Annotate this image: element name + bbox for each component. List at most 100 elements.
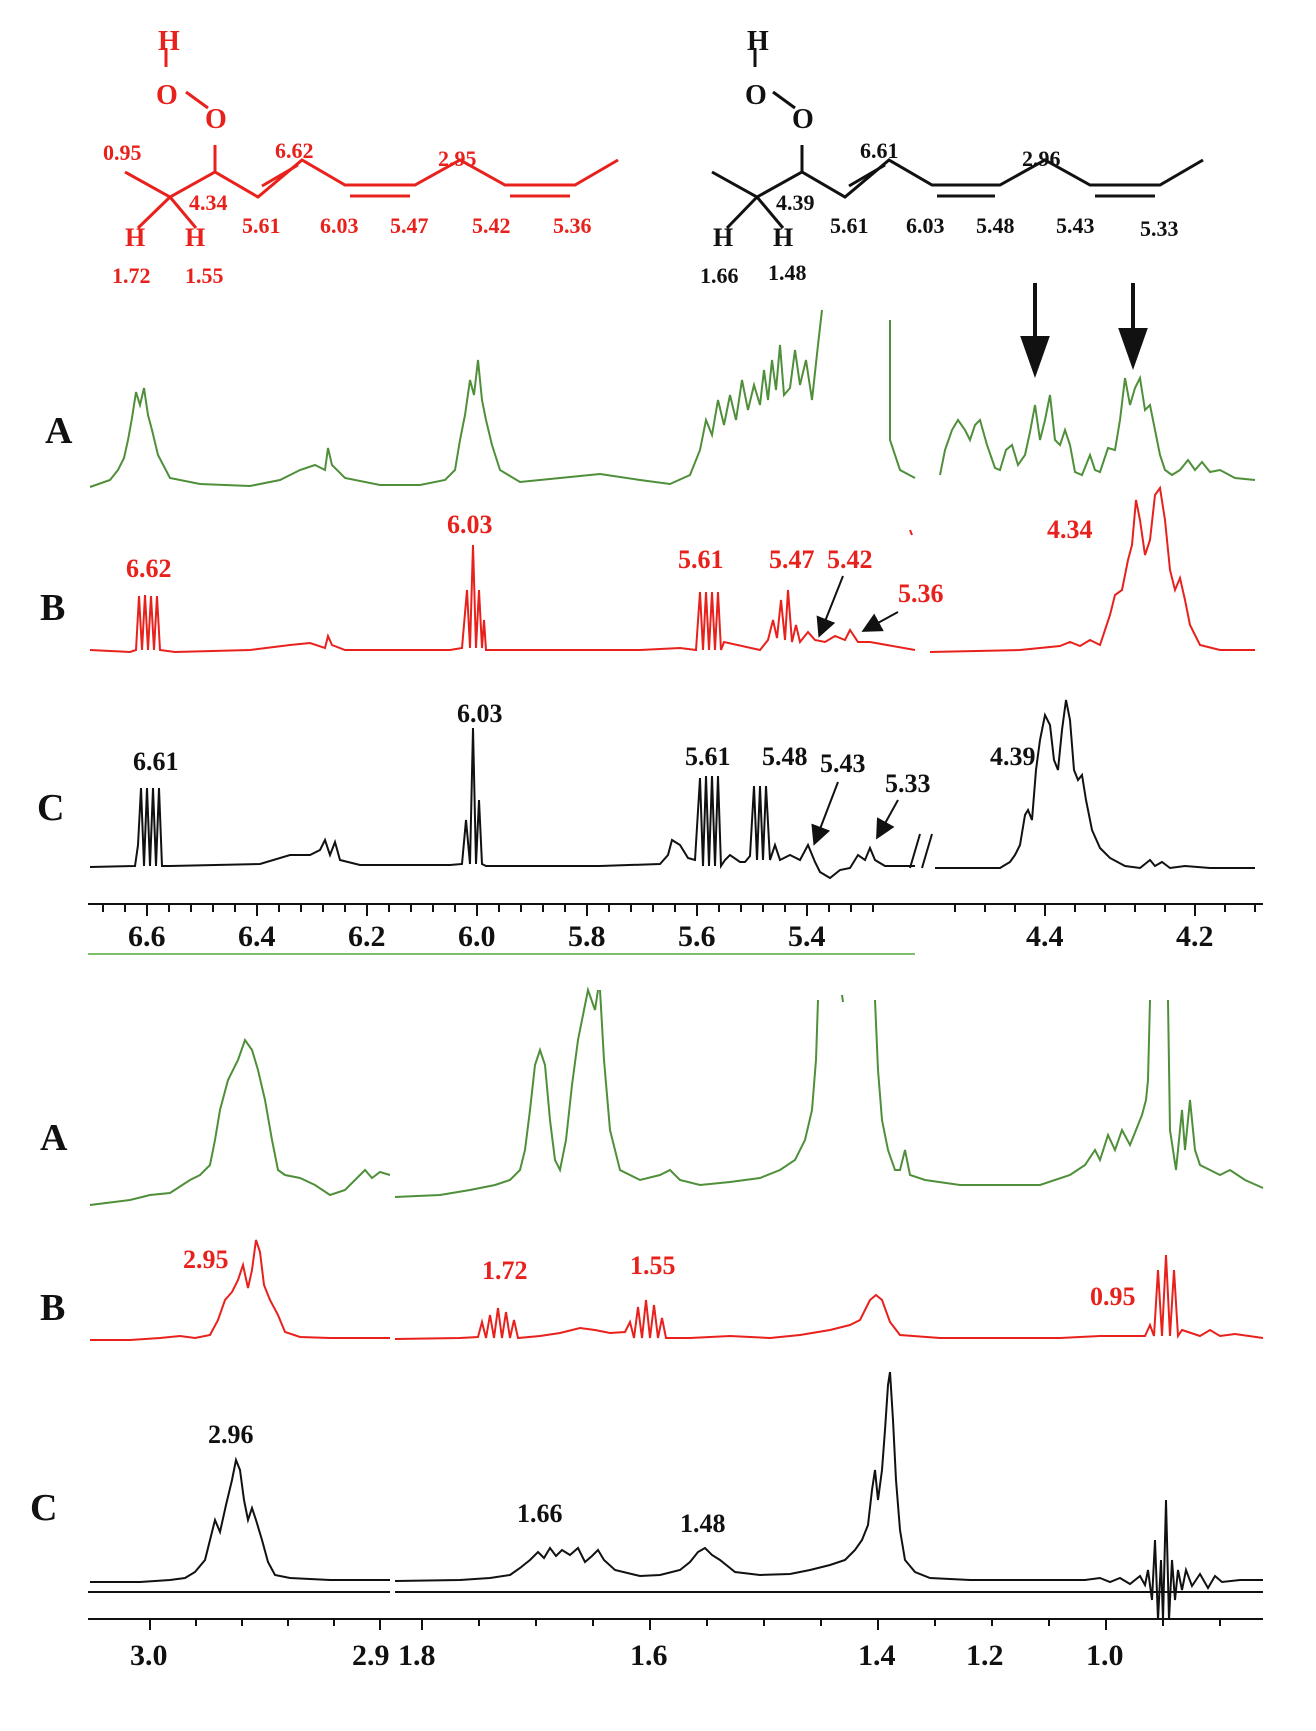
- bottom-axis: [88, 1591, 1263, 1630]
- structure-black: [711, 48, 1204, 230]
- top-b-labels: 6.62 6.03 5.61 5.47 5.42 5.36 4.34: [126, 510, 1093, 608]
- top-tick-6-2: 6.2: [348, 920, 386, 953]
- top-c-label-561: 5.61: [685, 742, 731, 771]
- top-b-label-603: 6.03: [447, 510, 493, 539]
- bottom-b-trace-right: [394, 1254, 1264, 1340]
- red-atom-h-top: H: [158, 26, 180, 57]
- bottom-row-label-c: C: [30, 1487, 57, 1529]
- black-shift-166: 1.66: [700, 263, 739, 288]
- red-shift-662: 6.62: [275, 138, 314, 163]
- top-row-label-c: C: [37, 787, 64, 829]
- bottom-spectrum-c: [90, 1371, 1263, 1621]
- red-atom-h-right: H: [185, 223, 205, 252]
- bottom-c-trace-right: [394, 1371, 1263, 1621]
- top-b-label-561: 5.61: [678, 545, 724, 574]
- bottom-c-label-166: 1.66: [517, 1499, 563, 1528]
- black-shift-603: 6.03: [906, 213, 945, 238]
- top-b-label-547: 5.47: [769, 545, 815, 574]
- top-tick-5-4: 5.4: [788, 920, 826, 953]
- bottom-c-label-296: 2.96: [208, 1420, 254, 1449]
- bottom-tick-1-6: 1.6: [630, 1639, 668, 1672]
- structure-red: [124, 48, 619, 230]
- bottom-a-trace-left: [89, 1037, 391, 1206]
- bottom-tick-1-8: 1.8: [398, 1639, 436, 1672]
- bottom-row-labels: A B C: [30, 1117, 68, 1529]
- top-b-trace-right: [929, 485, 1255, 653]
- top-spectrum-c: [89, 699, 1255, 880]
- bottom-b-trace-left: [90, 1239, 390, 1341]
- red-atom-o2: O: [205, 104, 227, 135]
- bottom-row-label-a: A: [40, 1117, 68, 1159]
- top-b-trace-left: [89, 544, 916, 654]
- red-shift-542: 5.42: [472, 213, 511, 238]
- red-shift-295: 2.95: [438, 146, 477, 171]
- top-row-label-a: A: [45, 410, 73, 452]
- top-tick-6-0: 6.0: [458, 920, 496, 953]
- top-row-label-b: B: [40, 587, 65, 629]
- top-a-trace-right-2: [939, 374, 1256, 481]
- red-shift-172: 1.72: [112, 263, 151, 288]
- black-shift-296: 2.96: [1022, 146, 1061, 171]
- top-c-label-548: 5.48: [762, 742, 808, 771]
- structure-black-labels: H O O H H 6.61 2.96 4.39 5.61 6.03 5.48 …: [700, 26, 1179, 288]
- bottom-c-trace-left: [90, 1456, 390, 1583]
- black-shift-548: 5.48: [976, 213, 1015, 238]
- top-c-label-543: 5.43: [820, 749, 866, 778]
- bottom-b-labels: 2.95 1.72 1.55 0.95: [183, 1245, 1136, 1311]
- red-atom-o1: O: [156, 80, 178, 111]
- top-c-label-661: 6.61: [133, 747, 179, 776]
- top-c-arrows: [811, 781, 899, 846]
- top-tick-6-4: 6.4: [238, 920, 276, 953]
- bottom-spectrum-a: [89, 986, 1264, 1206]
- top-a-trace-left: [89, 309, 823, 488]
- bottom-row-label-b: B: [40, 1287, 65, 1329]
- black-shift-661: 6.61: [860, 138, 899, 163]
- top-c-label-439: 4.39: [990, 742, 1036, 771]
- top-b-label-536: 5.36: [898, 579, 944, 608]
- top-axis-ticks: 6.6 6.4 6.2 6.0 5.8 5.6 5.4 4.4 4.2: [128, 920, 1214, 953]
- top-a-trace-right-1: [889, 320, 916, 479]
- top-c-label-603: 6.03: [457, 699, 503, 728]
- bottom-b-label-172: 1.72: [482, 1256, 528, 1285]
- black-atom-h-left: H: [713, 223, 733, 252]
- bottom-a-trace-right: [1167, 999, 1264, 1189]
- top-b-label-542: 5.42: [827, 545, 873, 574]
- top-tick-5-6: 5.6: [678, 920, 716, 953]
- top-c-labels: 6.61 6.03 5.61 5.48 5.43 5.33 4.39: [133, 699, 1036, 798]
- top-axis-break: [909, 833, 933, 869]
- top-c-trace-left: [89, 727, 915, 880]
- bottom-c-labels: 2.96 1.66 1.48: [208, 1420, 726, 1538]
- top-tick-4-2: 4.2: [1176, 920, 1214, 953]
- black-atom-o2: O: [792, 104, 814, 135]
- red-shift-603: 6.03: [320, 213, 359, 238]
- black-atom-h-right: H: [773, 223, 793, 252]
- red-atom-h-left: H: [125, 223, 145, 252]
- big-arrows: [1020, 283, 1148, 379]
- black-atom-h-top: H: [747, 26, 769, 57]
- bottom-a-trace-mid-2: [599, 989, 819, 1187]
- top-b-label-434: 4.34: [1047, 515, 1093, 544]
- red-shift-547: 5.47: [390, 213, 429, 238]
- bottom-tick-2-9: 2.9: [352, 1639, 390, 1672]
- top-b-arrows: [816, 575, 899, 638]
- top-b-label-662: 6.62: [126, 554, 172, 583]
- bottom-tick-1-2: 1.2: [966, 1639, 1004, 1672]
- bottom-spectrum-b: [90, 1239, 1264, 1341]
- bottom-tick-1-4: 1.4: [858, 1639, 896, 1672]
- black-shift-533: 5.33: [1140, 216, 1179, 241]
- red-shift-561: 5.61: [242, 213, 281, 238]
- top-tick-4-4: 4.4: [1026, 920, 1064, 953]
- bottom-tick-1-0: 1.0: [1086, 1639, 1124, 1672]
- red-shift-536: 5.36: [553, 213, 592, 238]
- black-atom-o1: O: [745, 80, 767, 111]
- top-axis: [88, 903, 1263, 955]
- red-shift-434: 4.34: [189, 190, 228, 215]
- top-c-label-533: 5.33: [885, 769, 931, 798]
- black-shift-148: 1.48: [768, 260, 807, 285]
- top-spectrum-a: [89, 309, 1256, 488]
- bottom-tick-3-0: 3.0: [130, 1639, 168, 1672]
- top-spectrum-b: [89, 485, 1255, 654]
- bottom-b-label-095: 0.95: [1090, 1282, 1136, 1311]
- bottom-axis-ticks: 3.0 2.9 1.8 1.6 1.4 1.2 1.0: [130, 1639, 1124, 1672]
- top-tick-6-6: 6.6: [128, 920, 166, 953]
